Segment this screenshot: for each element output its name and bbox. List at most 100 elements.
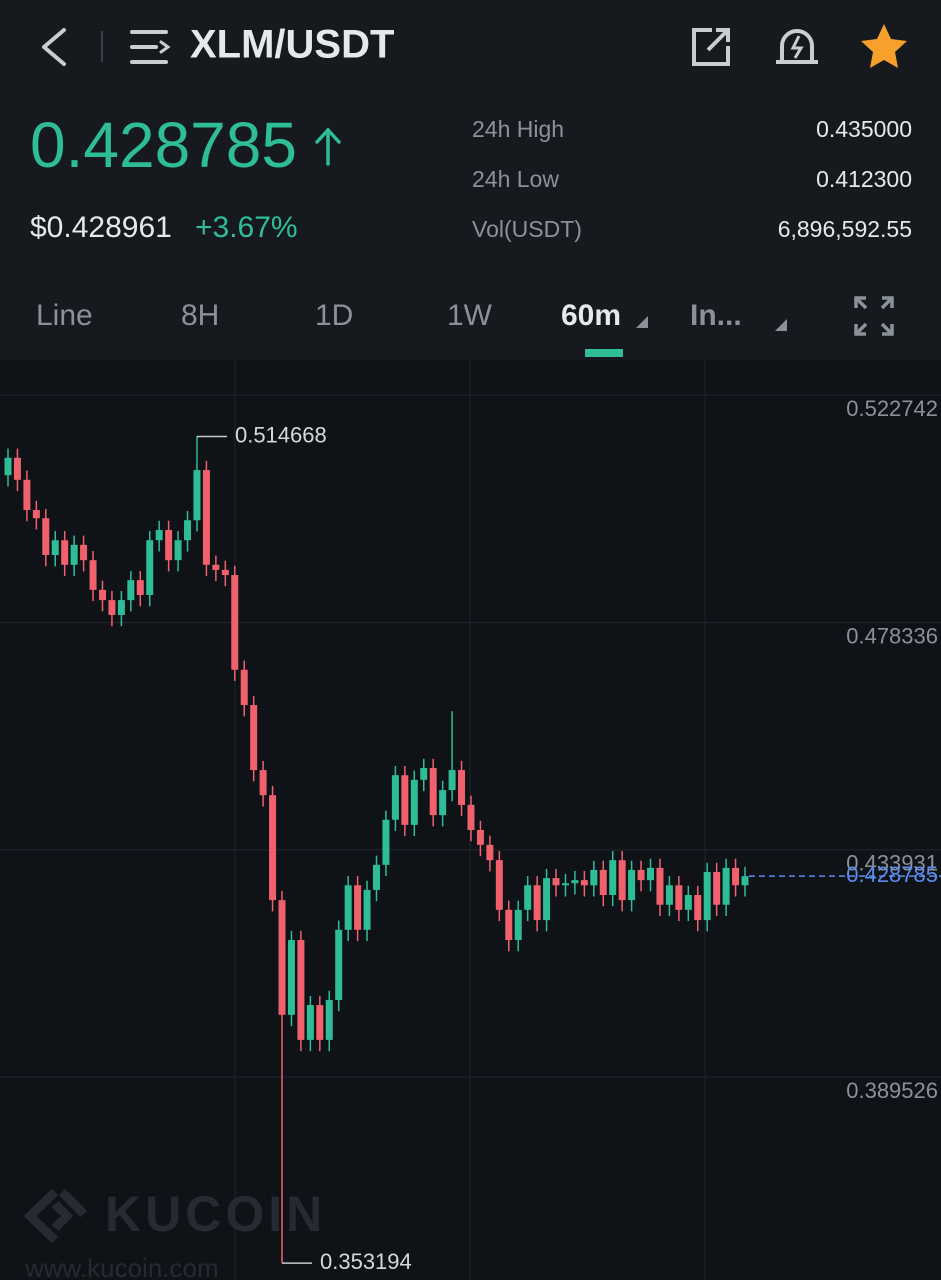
pair-title[interactable]: XLM/USDT: [190, 23, 394, 67]
dropdown-indicator: [775, 319, 787, 331]
candle-body: [70, 544, 78, 565]
candle-body: [684, 895, 692, 910]
candle-body: [656, 867, 664, 905]
candle-body: [174, 540, 182, 561]
tab[interactable]: In...: [690, 299, 742, 332]
candle-body: [287, 940, 295, 1015]
candle-body: [231, 575, 239, 670]
candle-body: [184, 520, 192, 541]
candle-body: [618, 860, 626, 901]
candle-body: [127, 580, 135, 601]
candle-body: [325, 999, 333, 1040]
candle-body: [42, 518, 50, 556]
y-tick-label: 0.478336: [846, 623, 938, 648]
watermark-logo: [23, 1188, 88, 1244]
candle-body: [165, 529, 173, 561]
up-arrow: [315, 127, 341, 166]
candle-body: [212, 564, 220, 570]
candle-body: [316, 1005, 324, 1040]
y-tick-label: 0.389526: [846, 1078, 938, 1103]
candle-body: [533, 885, 541, 921]
candle-body: [741, 876, 749, 886]
menu-button[interactable]: [130, 30, 171, 64]
candle-body: [647, 867, 655, 881]
alert-button[interactable]: [776, 29, 818, 64]
candle-body: [193, 470, 201, 521]
fullscreen-button[interactable]: [854, 296, 894, 336]
price-change: +3.67%: [195, 211, 298, 244]
candle-body: [505, 909, 513, 941]
candle-body: [240, 669, 248, 706]
candle-body: [136, 580, 144, 595]
candle-body: [32, 510, 40, 519]
candle-body: [561, 883, 569, 886]
candle-body: [429, 768, 437, 816]
candle-body: [514, 909, 522, 941]
candle-body: [221, 569, 229, 576]
candle-body: [89, 560, 97, 590]
tab-active[interactable]: 60m: [561, 299, 621, 332]
candle-body: [599, 869, 607, 896]
candle-body: [448, 770, 456, 791]
watermark-brand: KUCOIN: [105, 1186, 326, 1242]
candle-body: [51, 540, 59, 556]
candle-body: [722, 867, 730, 905]
candle-body: [524, 885, 532, 910]
candle-body: [713, 871, 721, 905]
candle-body: [401, 775, 409, 825]
stat-value: 6,896,592.55: [778, 216, 912, 242]
candle-body: [543, 878, 551, 921]
candle-body: [250, 705, 258, 771]
candle-body: [80, 544, 88, 561]
candle-body: [580, 880, 588, 886]
candle-body: [486, 844, 494, 861]
candle-body: [628, 869, 636, 901]
candle-body: [439, 790, 447, 816]
candle-body: [694, 895, 702, 921]
candle-body: [391, 775, 399, 820]
dropdown-indicator: [636, 316, 648, 328]
watermark-url: www.kucoin.com: [24, 1253, 219, 1280]
candle-body: [259, 770, 267, 796]
tab-underline: [585, 349, 623, 357]
plot: 0.522742 0.478336 0.433931 0.389526 0.514668…: [0, 394, 941, 1274]
candle-body: [476, 829, 484, 845]
fiat-price: $0.428961: [30, 211, 172, 244]
candle-body: [269, 795, 277, 901]
candle-body: [297, 940, 305, 1040]
candle-body: [354, 885, 362, 930]
candle-body: [382, 819, 390, 865]
candle-body: [458, 770, 466, 805]
candle-body: [306, 1005, 314, 1040]
candle-body: [675, 885, 683, 910]
tab[interactable]: 1W: [447, 299, 493, 332]
candle-body: [146, 540, 154, 595]
candle-body: [155, 529, 163, 541]
y-tick-label: 0.433931: [846, 851, 938, 876]
candle-body: [467, 804, 475, 830]
y-tick-label: 0.522742: [846, 396, 938, 421]
candle-body: [98, 589, 106, 601]
candle-body: [703, 871, 711, 921]
stat-label: Vol(USDT): [472, 216, 582, 242]
candle-body: [373, 864, 380, 890]
back-button[interactable]: [42, 28, 66, 66]
tab[interactable]: Line: [36, 299, 93, 332]
candle-body: [344, 885, 352, 930]
candle-body: [363, 889, 371, 930]
candle-body: [335, 929, 343, 1000]
candle-body: [665, 885, 673, 905]
stat-value: 0.412300: [816, 166, 912, 192]
candle-body: [552, 878, 560, 886]
tab[interactable]: 8H: [181, 299, 219, 332]
candle-body: [202, 470, 210, 565]
candle-body: [4, 457, 12, 476]
tab[interactable]: 1D: [315, 299, 353, 332]
candle-body: [61, 540, 69, 565]
share-button[interactable]: [692, 28, 730, 66]
favorite-star[interactable]: [861, 24, 907, 68]
candle-body: [420, 768, 428, 780]
min-label: 0.353194: [320, 1249, 412, 1274]
stat-value: 0.435000: [816, 116, 912, 142]
last-price-label: 0.428785: [846, 862, 938, 887]
